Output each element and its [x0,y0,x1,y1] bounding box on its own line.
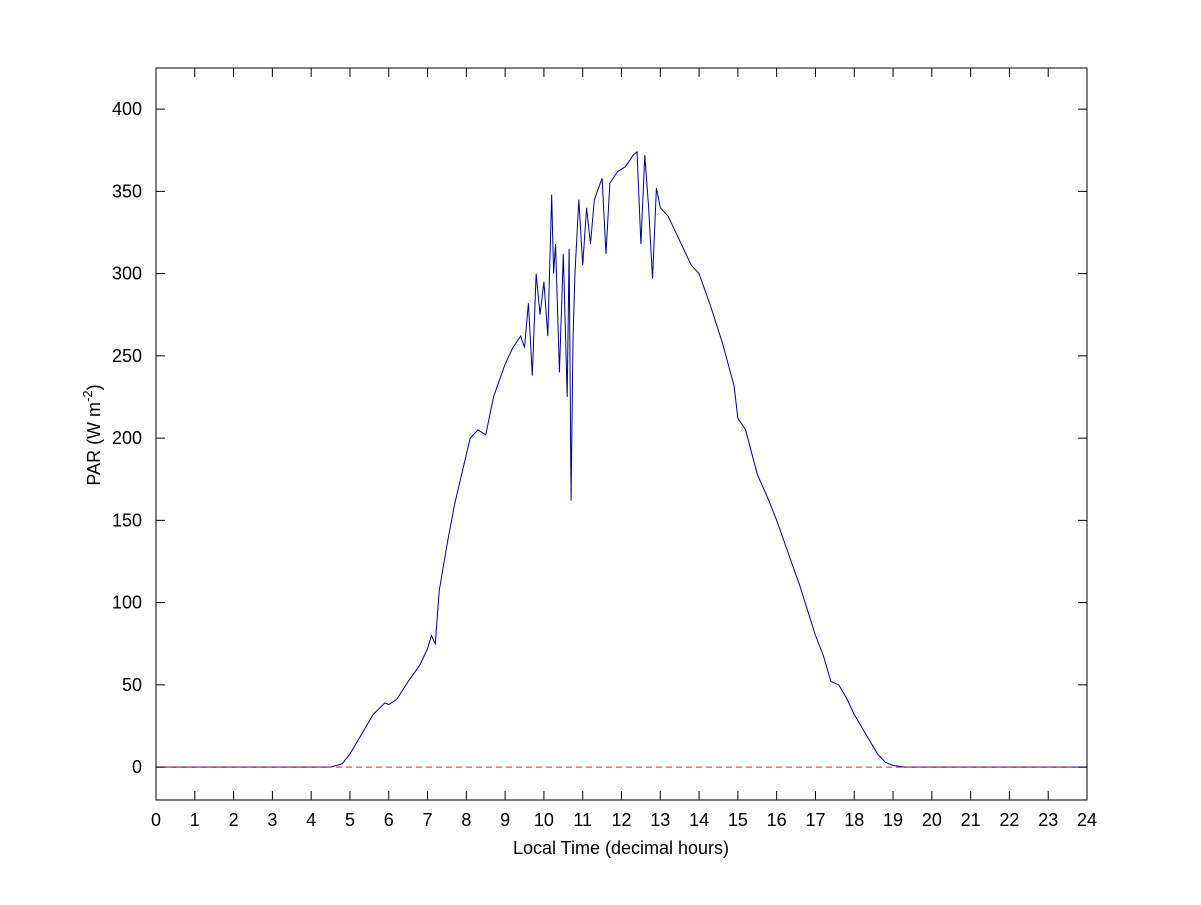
x-tick-label: 6 [384,810,394,830]
y-tick-label: 0 [132,757,142,777]
x-axis-label: Local Time (decimal hours) [513,838,729,858]
plot-frame [155,67,1088,801]
x-tick-label: 16 [767,810,787,830]
x-tick-label: 21 [961,810,981,830]
x-tick-label: 18 [844,810,864,830]
x-tick-label: 13 [650,810,670,830]
y-tick-label: 150 [112,510,142,530]
y-tick-label: 50 [122,675,142,695]
y-tick-label: 300 [112,264,142,284]
x-tick-label: 19 [883,810,903,830]
x-tick-label: 11 [573,810,592,830]
y-tick-label: 250 [112,346,142,366]
x-tick-label: 9 [500,810,510,830]
x-tick-label: 3 [267,810,277,830]
x-tick-label: 15 [728,810,748,830]
x-tick-label: 22 [999,810,1019,830]
x-tick-label: 8 [461,810,471,830]
x-tick-label: 23 [1038,810,1058,830]
y-tick-label: 350 [112,181,142,201]
x-tick-label: 0 [151,810,161,830]
data-line [156,150,1087,768]
x-tick-label: 12 [611,810,631,830]
x-tick-label: 20 [922,810,942,830]
x-tick-label: 5 [345,810,355,830]
y-axis-label: PAR (W m-2) [80,384,104,485]
x-tick-label: 17 [805,810,825,830]
y-label-main: PAR (W m [84,402,104,486]
x-tick-label: 10 [534,810,554,830]
x-tick-label: 24 [1077,810,1097,830]
x-tick-label: 7 [423,810,433,830]
x-tick-label: 2 [229,810,239,830]
y-tick-label: 100 [112,593,142,613]
x-tick-label: 1 [190,810,200,830]
x-tick-label: 14 [689,810,709,830]
y-tick-label: 400 [112,99,142,119]
y-tick-label: 200 [112,428,142,448]
x-tick-label: 4 [306,810,316,830]
y-label-sup: -2 [80,390,95,402]
y-label-end: ) [84,384,104,390]
